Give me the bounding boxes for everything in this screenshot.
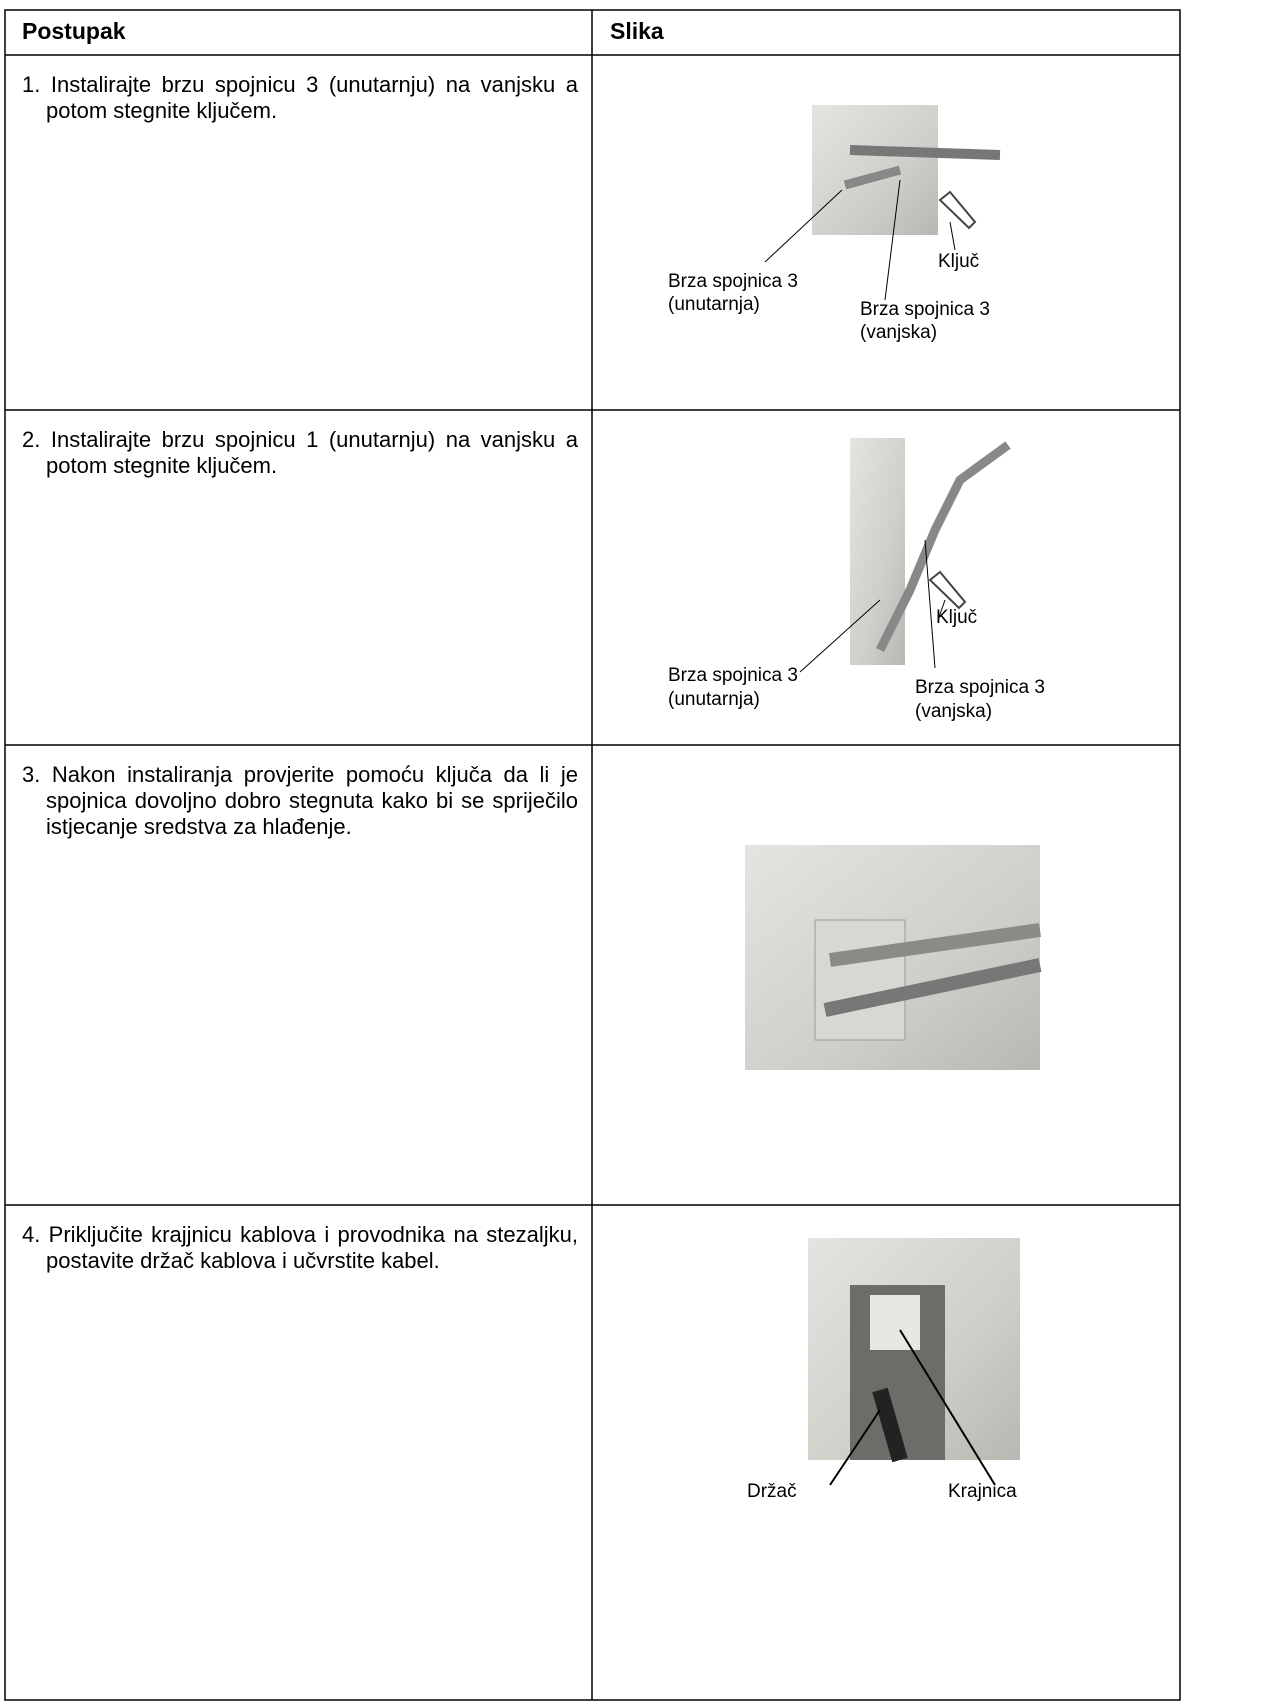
photo-label: Ključ (938, 251, 980, 272)
photo-label: (unutarnja) (668, 294, 760, 315)
photo-label: Držač (747, 1481, 797, 1502)
step-text: 3. Nakon instaliranja provjerite pomoću … (22, 762, 578, 839)
photo-1 (764, 105, 1001, 301)
photo-label: (vanjska) (915, 701, 993, 722)
step-text: 4. Priključite krajjnicu kablova i provo… (22, 1222, 578, 1273)
column-header: Slika (610, 18, 664, 44)
step-text: 1. Instalirajte brzu spojnicu 3 (unutarn… (22, 72, 578, 123)
photo-label: Krajnica (948, 1481, 1017, 1502)
photo-label: Ključ (936, 607, 978, 628)
table-borders (4, 9, 1181, 1701)
photo-label: Brza spojnica 3 (668, 665, 798, 686)
photo-label: (vanjska) (860, 322, 938, 343)
step-text: 2. Instalirajte brzu spojnicu 1 (unutarn… (22, 427, 578, 478)
photo-label: Brza spojnica 3 (860, 299, 990, 320)
photo-label: (unutarnja) (668, 689, 760, 710)
column-header: Postupak (22, 18, 126, 44)
photo-label: Brza spojnica 3 (915, 677, 1045, 698)
photo-3 (745, 845, 1042, 1070)
photo-4 (808, 1238, 1020, 1486)
photo-2 (799, 438, 1011, 673)
photo-label: Brza spojnica 3 (668, 271, 798, 292)
